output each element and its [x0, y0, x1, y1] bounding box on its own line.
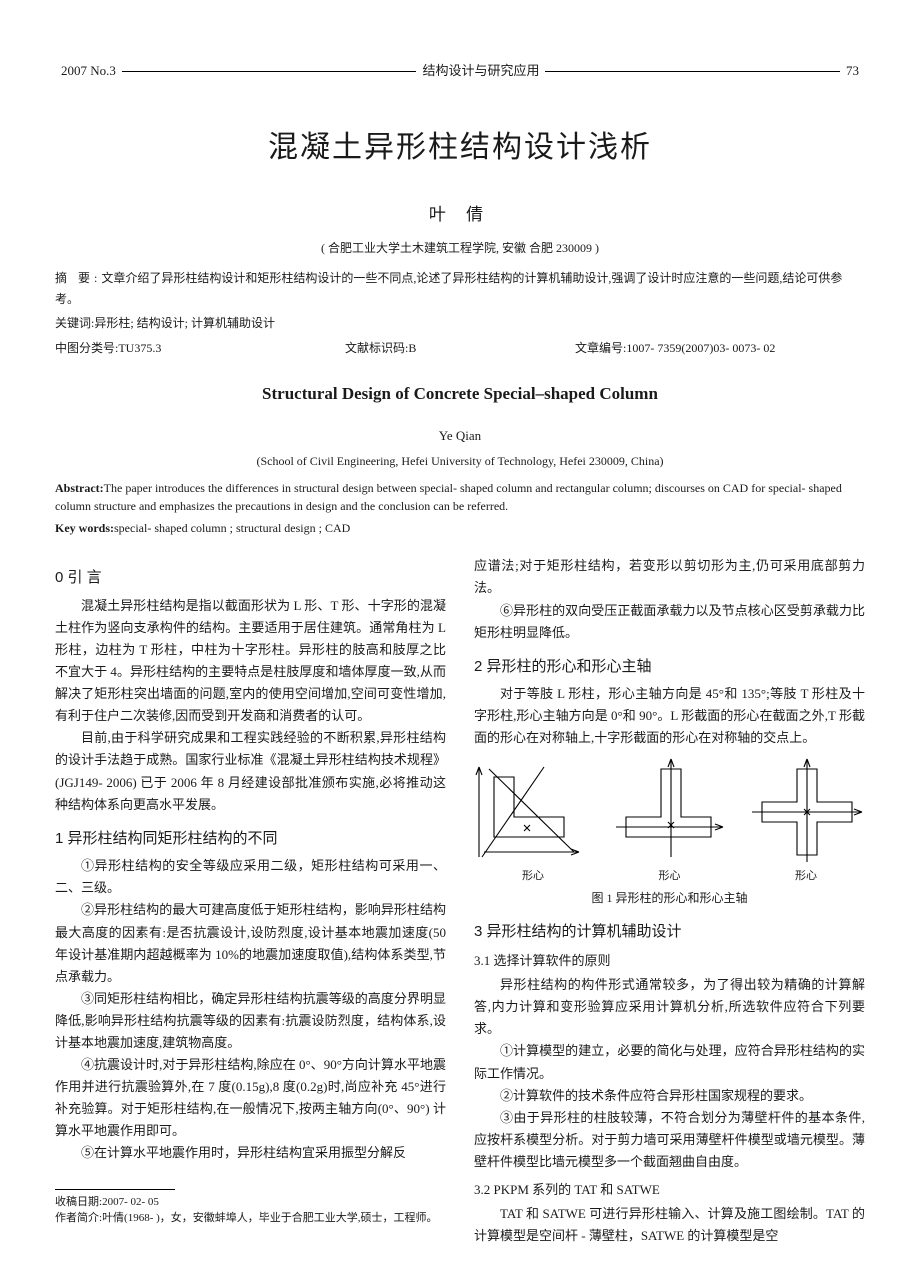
abstract-en-label: Abstract: [55, 481, 104, 495]
section-3-2-heading: 3.2 PKPM 系列的 TAT 和 SATWE [474, 1179, 865, 1201]
keywords-cn-text: 异形柱; 结构设计; 计算机辅助设计 [94, 316, 275, 330]
section-2-heading: 2 异形柱的形心和形心主轴 [474, 654, 865, 680]
affiliation-en: (School of Civil Engineering, Hefei Univ… [55, 451, 865, 471]
page-number: 73 [840, 60, 865, 82]
fig-cross-shape: 形心 [747, 757, 865, 886]
sec32-para: TAT 和 SATWE 可进行异形柱输入、计算及施工图绘制。TAT 的计算模型是… [474, 1203, 865, 1247]
article-no-label: 文章编号: [575, 341, 626, 355]
footnote-author-label: 作者简介: [55, 1212, 102, 1224]
sec31-para: 异形柱结构的构件形式通常较多，为了得出较为精确的计算解答,内力计算和变形验算应采… [474, 974, 865, 1040]
figure-1: 形心 形心 [474, 757, 865, 886]
running-header: 2007 No.3 结构设计与研究应用 73 [55, 60, 865, 82]
item-2: ②异形柱结构的最大可建高度低于矩形柱结构，影响异形柱结构最大高度的因素有:是否抗… [55, 899, 446, 987]
footnote-author: 作者简介:叶倩(1968- )，女，安徽蚌埠人，毕业于合肥工业大学,硕士，工程师… [55, 1210, 446, 1227]
footnote-rule [55, 1189, 175, 1190]
fig-t-shape: 形心 [611, 757, 729, 886]
right-column: 应谱法;对于矩形柱结构，若变形以剪切形为主,仍可采用底部剪力法。 ⑥异形柱的双向… [474, 555, 865, 1247]
title-cn: 混凝土异形柱结构设计浅析 [55, 122, 865, 173]
keywords-cn-label: 关键词: [55, 316, 94, 330]
intro-para-2: 目前,由于科学研究成果和工程实践经验的不断积累,异形柱结构的设计手法趋于成熟。国… [55, 727, 446, 815]
sec2-para: 对于等肢 L 形柱，形心主轴方向是 45°和 135°;等肢 T 形柱及十字形柱… [474, 683, 865, 749]
sec31-item-2: ②计算软件的技术条件应符合异形柱国家规程的要求。 [474, 1085, 865, 1107]
section-0-heading: 0 引 言 [55, 565, 446, 591]
sec31-item-3: ③由于异形柱的柱肢较薄，不符合划分为薄壁杆件的基本条件,应按杆系模型分析。对于剪… [474, 1107, 865, 1173]
item-6: ⑥异形柱的双向受压正截面承载力以及节点核心区受剪承载力比矩形柱明显降低。 [474, 600, 865, 644]
item-5-cont: 应谱法;对于矩形柱结构，若变形以剪切形为主,仍可采用底部剪力法。 [474, 555, 865, 599]
fig-cross-label: 形心 [747, 867, 865, 886]
abstract-en-text: The paper introduces the differences in … [55, 481, 842, 513]
sec31-item-1: ①计算模型的建立，必要的简化与处理，应符合异形柱结构的实际工作情况。 [474, 1040, 865, 1084]
item-5: ⑤在计算水平地震作用时，异形柱结构宜采用振型分解反 [55, 1142, 446, 1164]
clc-value: TU375.3 [118, 341, 161, 355]
keywords-en-label: Key words: [55, 521, 114, 535]
keywords-cn: 关键词:异形柱; 结构设计; 计算机辅助设计 [55, 313, 865, 333]
section-1-heading: 1 异形柱结构同矩形柱结构的不同 [55, 826, 446, 852]
classification-row: 中图分类号:TU375.3 文献标识码:B 文章编号:1007- 7359(20… [55, 338, 865, 358]
author-cn: 叶 倩 [55, 201, 865, 230]
keywords-en-text: special- shaped column ; structural desi… [114, 521, 350, 535]
footnote-date: 收稿日期:2007- 02- 05 [55, 1194, 446, 1211]
fig-l-label: 形心 [474, 867, 592, 886]
header-rule-right [545, 71, 840, 72]
footnote-date-label: 收稿日期: [55, 1196, 102, 1208]
author-en: Ye Qian [55, 425, 865, 447]
title-en: Structural Design of Concrete Special–sh… [55, 380, 865, 409]
section-3-1-heading: 3.1 选择计算软件的原则 [474, 950, 865, 972]
figure-1-caption: 图 1 异形柱的形心和形心主轴 [474, 888, 865, 908]
affiliation-cn: ( 合肥工业大学土木建筑工程学院, 安徽 合肥 230009 ) [55, 238, 865, 258]
abstract-cn-label: 摘 要: [55, 271, 101, 285]
fig-t-label: 形心 [611, 867, 729, 886]
intro-para-1: 混凝土异形柱结构是指以截面形状为 L 形、T 形、十字形的混凝土柱作为竖向支承构… [55, 595, 446, 728]
issue-label: 2007 No.3 [55, 60, 122, 82]
fig-l-shape: 形心 [474, 757, 592, 886]
footnote-author-value: 叶倩(1968- )，女，安徽蚌埠人，毕业于合肥工业大学,硕士，工程师。 [102, 1212, 438, 1224]
abstract-cn-text: 文章介绍了异形柱结构设计和矩形柱结构设计的一些不同点,论述了异形柱结构的计算机辅… [55, 271, 842, 305]
left-column: 0 引 言 混凝土异形柱结构是指以截面形状为 L 形、T 形、十字形的混凝土柱作… [55, 555, 446, 1247]
section-3-heading: 3 异形柱结构的计算机辅助设计 [474, 919, 865, 945]
item-3: ③同矩形柱结构相比，确定异形柱结构抗震等级的高度分界明显降低,影响异形柱结构抗震… [55, 988, 446, 1054]
item-4: ④抗震设计时,对于异形柱结构,除应在 0°、90°方向计算水平地震作用并进行抗震… [55, 1054, 446, 1142]
abstract-en: Abstract:The paper introduces the differ… [55, 479, 865, 515]
footnote-date-value: 2007- 02- 05 [102, 1196, 159, 1208]
body-columns: 0 引 言 混凝土异形柱结构是指以截面形状为 L 形、T 形、十字形的混凝土柱作… [55, 555, 865, 1247]
clc-label: 中图分类号: [55, 341, 118, 355]
header-rule-left [122, 71, 417, 72]
header-center: 结构设计与研究应用 [416, 60, 545, 82]
doc-code-label: 文献标识码: [345, 341, 408, 355]
keywords-en: Key words:special- shaped column ; struc… [55, 519, 865, 537]
article-no-value: 1007- 7359(2007)03- 0073- 02 [626, 341, 775, 355]
doc-code-value: B [408, 341, 416, 355]
abstract-cn: 摘 要:文章介绍了异形柱结构设计和矩形柱结构设计的一些不同点,论述了异形柱结构的… [55, 268, 865, 309]
item-1: ①异形柱结构的安全等级应采用二级，矩形柱结构可采用一、二、三级。 [55, 855, 446, 899]
